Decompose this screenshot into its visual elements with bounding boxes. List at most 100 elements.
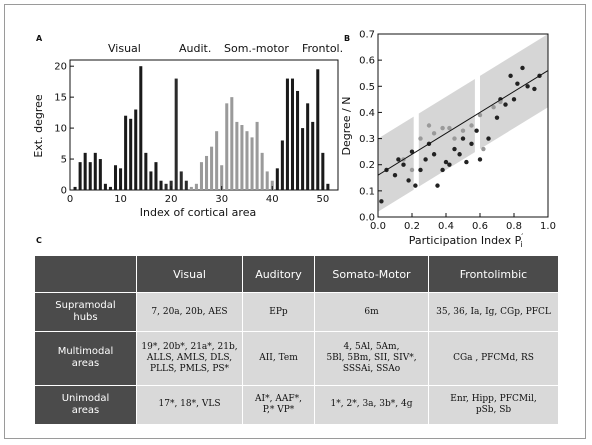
y-tick-label: 0.1 (359, 186, 375, 197)
bar (265, 171, 269, 190)
bar (250, 137, 254, 190)
scatter-point (457, 152, 462, 157)
scatter-point (447, 162, 452, 167)
bar (194, 183, 198, 190)
scatter-point (443, 159, 449, 165)
bar (199, 162, 203, 190)
bar (285, 78, 289, 190)
group-label-auditory: Audit. (179, 42, 211, 55)
scatter-point (435, 183, 440, 188)
y-tick-label: 0.5 (359, 82, 375, 93)
scatter-point (508, 73, 513, 79)
y-axis-label: Degree / N (340, 97, 353, 156)
scatter-point (503, 102, 508, 107)
bar (316, 69, 320, 190)
row-header: Supramodal hubs (34, 291, 137, 333)
table-cell: AII, Tem (242, 331, 315, 386)
bar (98, 159, 102, 190)
bar (296, 90, 300, 190)
points (379, 65, 542, 204)
scatter-point (515, 81, 520, 86)
table-cell: 4, 5Al, 5Am, 5Bl, 5Bm, SII, SIV*, SSSAi, S… (314, 331, 429, 386)
table-row: Unimodal areas 17*, 18*, VLS AI*, AAF*, P,* … (34, 384, 559, 426)
bar (83, 152, 87, 190)
axes: 0.0 0.2 0.4 0.6 0.8 1.0 0.0 0.1 0.2 0.3 0.4 0.5 0.6 0… (359, 30, 556, 233)
table-header-row: Visual Auditory Somato-Motor Frontolimbi… (34, 255, 559, 293)
scatter-point (452, 146, 457, 152)
x-axis-label: Index of cortical area (140, 206, 256, 219)
row-header: Unimodal areas (34, 384, 137, 426)
scatter-point (477, 157, 483, 162)
bar (270, 180, 274, 190)
bar (88, 162, 92, 190)
scatter-point (477, 112, 483, 118)
bar (149, 171, 153, 190)
bar (260, 152, 264, 190)
scatter-point (464, 159, 469, 165)
bars (73, 66, 330, 190)
bar (169, 180, 173, 190)
group-label-frontolimbic: Frontol. (302, 42, 343, 55)
y-tick-label: 20 (54, 62, 67, 73)
scatter-point (418, 136, 423, 141)
scatter-point (440, 167, 445, 173)
y-tick-label: 5 (61, 155, 67, 166)
scatter-point (525, 84, 530, 89)
table-body: Supramodal hubs 7, 20a, 20b, AES EPp 6m 35, 3… (34, 291, 559, 426)
bar (179, 171, 183, 190)
bar (174, 78, 178, 190)
scatter-point (474, 128, 479, 133)
table-cell: Enr, Hipp, PFCMil, pSb, Sb (428, 384, 559, 426)
scatter-point (409, 149, 415, 154)
bar (129, 118, 133, 190)
bar (144, 152, 148, 190)
bar (215, 131, 219, 190)
bar (184, 180, 188, 190)
x-tick-label: 40 (266, 194, 279, 205)
x-tick-label: 20 (165, 194, 178, 205)
bar (301, 128, 305, 190)
scatter-point (392, 172, 398, 178)
table-header-visual: Visual (136, 255, 243, 293)
x-tick-label: 1.0 (540, 221, 556, 232)
plot-area (69, 59, 339, 191)
bar (210, 146, 214, 190)
table-cell: 35, 36, Ia, Ig, CGp, PFCL (428, 291, 559, 333)
y-tick-label: 0.6 (359, 56, 375, 67)
row-header: Multimodal areas (34, 331, 137, 386)
table-cell: EPp (242, 291, 315, 333)
bar (139, 66, 143, 190)
bar (113, 165, 118, 190)
x-axis-label: Participation Index P′ i (409, 233, 524, 249)
scatter-point (379, 199, 384, 204)
bar (240, 125, 244, 190)
table-header-corner (34, 255, 137, 293)
panel-letter-a: A (36, 34, 43, 43)
table-header-somatomotor: Somato-Motor (314, 255, 429, 293)
x-tick-label: 0.0 (370, 221, 386, 232)
scatter-point (532, 86, 537, 92)
bar (103, 183, 107, 190)
plot-area (377, 33, 549, 218)
scatter-point (423, 157, 428, 162)
table-cell: 7, 20a, 20b, AES (136, 291, 243, 333)
bar (275, 168, 279, 190)
bar (108, 186, 112, 190)
x-tick-label: 0 (67, 194, 73, 205)
scatter-point (460, 136, 466, 141)
table-cell: 17*, 18*, VLS (136, 384, 243, 426)
bar (306, 103, 310, 190)
group-label-somatomotor: Som.-motor (224, 42, 289, 55)
y-tick-label: 0.2 (359, 160, 375, 171)
scatter-point (418, 167, 423, 173)
group-label-visual: Visual (108, 42, 141, 55)
bar (311, 121, 315, 190)
table-header-frontolimbic: Frontolimbic (428, 255, 559, 293)
table-row: Multimodal areas 19*, 20b*, 21a*, 21b, ALLS… (34, 331, 559, 386)
scatter-point (469, 123, 474, 128)
bar (159, 180, 163, 190)
y-axis-label: Ext. degree (32, 94, 45, 158)
scatter-point (452, 136, 457, 141)
scatter-point (520, 65, 525, 71)
y-tick-label: 10 (54, 124, 67, 135)
